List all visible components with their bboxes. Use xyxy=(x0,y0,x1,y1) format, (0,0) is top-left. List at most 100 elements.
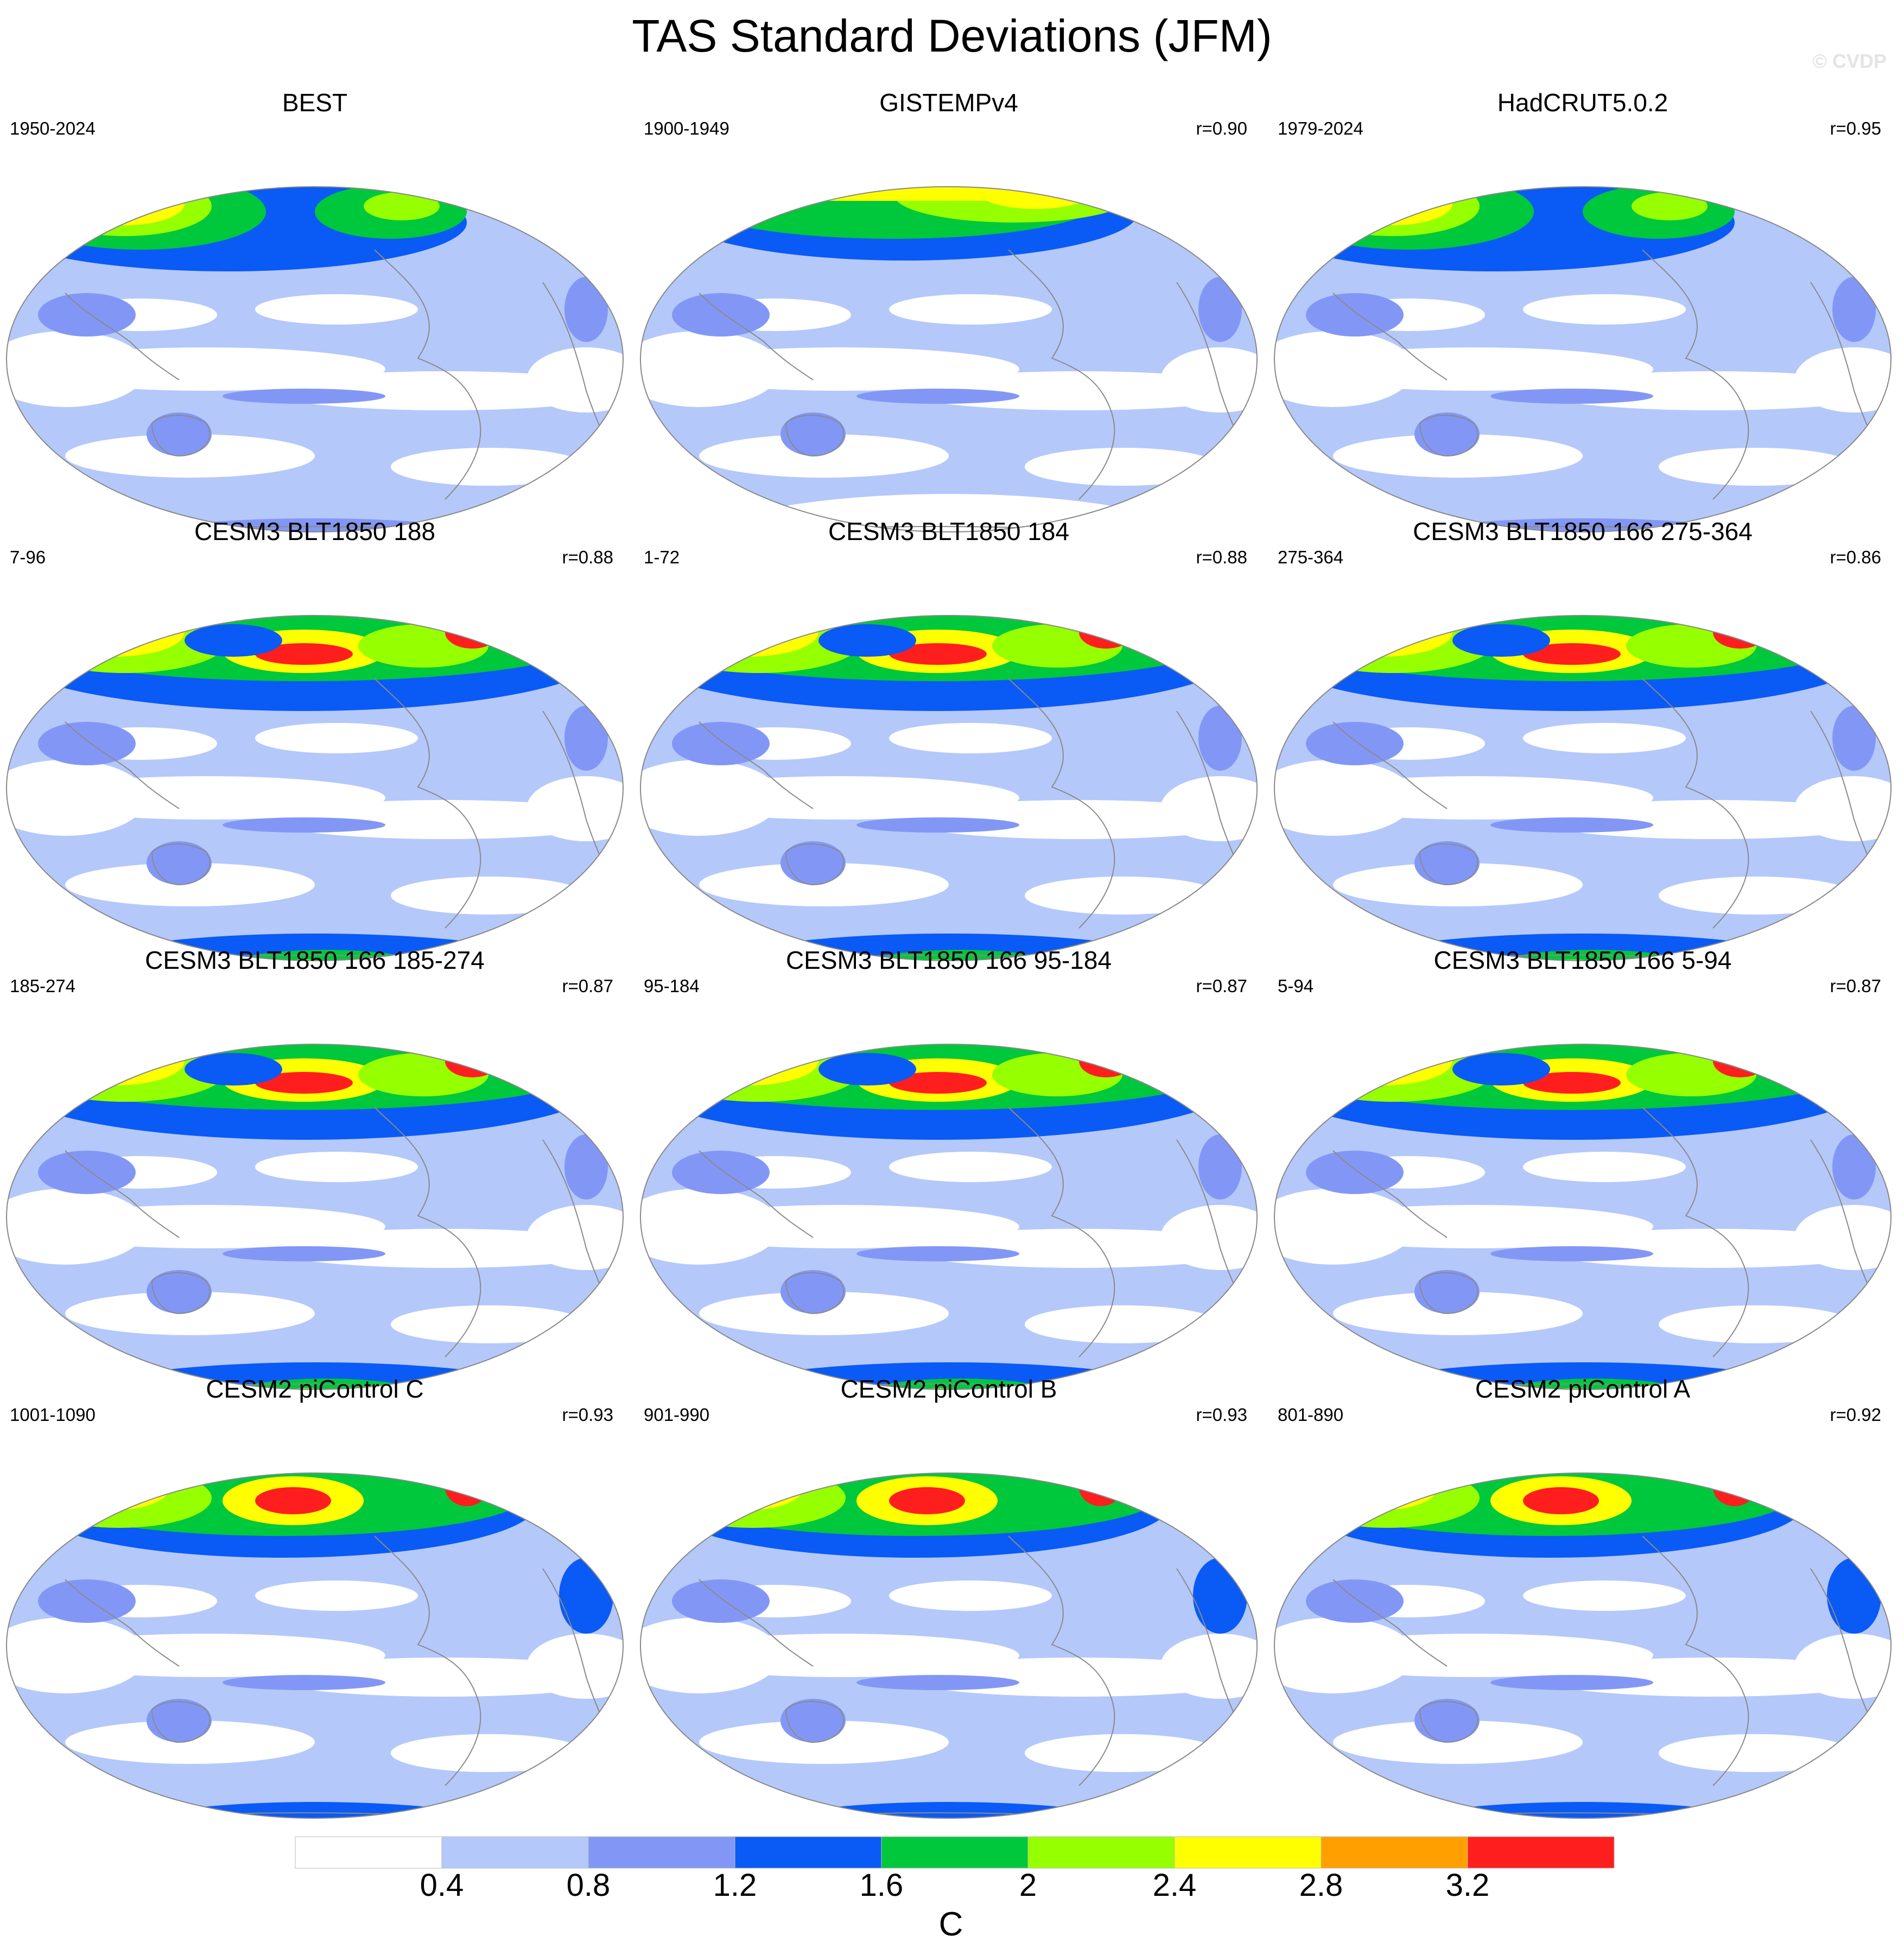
band-indian xyxy=(1274,331,1414,407)
coastline-antarctica xyxy=(43,1383,587,1389)
bering-red xyxy=(1523,1072,1621,1094)
bering-red xyxy=(1523,643,1621,665)
arctic-blue xyxy=(185,1053,282,1086)
patch-asia xyxy=(38,722,136,765)
band-indian xyxy=(640,1617,780,1693)
colorbar-cell xyxy=(734,1836,882,1869)
coastline-americas xyxy=(374,678,481,929)
coastline-americas xyxy=(374,1535,481,1786)
map-panel: CESM2 piControl B 901-990 r=0.93 xyxy=(634,1373,1264,1824)
patch-north-atlantic xyxy=(564,277,608,342)
colorbar-tick-label: 1.6 xyxy=(859,1868,904,1903)
panel-correlation: r=0.86 xyxy=(1830,547,1882,567)
coastline-americas xyxy=(1008,1535,1115,1786)
map xyxy=(6,1044,624,1390)
map-panel: CESM3 BLT1850 166 185-274 185-274 r=0.87 xyxy=(0,944,630,1395)
patch-asia xyxy=(1306,293,1404,337)
patch-australia xyxy=(147,1270,212,1313)
patch-asia xyxy=(38,1151,136,1194)
coastline-americas xyxy=(1642,678,1749,929)
band-north-pacific xyxy=(889,294,1052,325)
arctic-blue xyxy=(185,624,282,657)
map xyxy=(6,186,624,532)
patch-north-atlantic xyxy=(1832,1134,1876,1199)
band-north-pacific xyxy=(1523,723,1686,753)
band-southern-ocean-west xyxy=(1333,434,1583,478)
patch-asia xyxy=(1306,722,1404,765)
patch-asia xyxy=(38,293,136,337)
coastline-americas xyxy=(374,1107,481,1357)
panel-correlation: r=0.95 xyxy=(1830,118,1882,138)
map-outline xyxy=(640,1472,1258,1819)
band-southern-ocean-east xyxy=(1025,1734,1220,1772)
map-outline xyxy=(6,186,624,532)
patch-asia xyxy=(672,722,770,765)
colorbar-cell xyxy=(881,1836,1029,1869)
panel-period: 1979-2024 xyxy=(1278,118,1363,138)
map-panel: BEST 1950-2024 xyxy=(0,87,630,537)
coastline-antarctica xyxy=(677,1383,1221,1389)
panel-period: 1-72 xyxy=(644,547,680,567)
coastline-americas xyxy=(1642,1107,1749,1357)
map-panel: GISTEMPv4 1900-1949 r=0.90 xyxy=(634,87,1264,537)
coastline-asia xyxy=(699,1150,814,1238)
panel-period: 1950-2024 xyxy=(10,118,96,138)
panel-title: CESM3 BLT1850 184 xyxy=(828,517,1070,545)
colorbar-tick-label: 1.2 xyxy=(713,1868,757,1903)
panel-period: 5-94 xyxy=(1278,976,1314,996)
arctic-blue xyxy=(1452,1053,1550,1086)
coastline-asia xyxy=(699,293,814,380)
patch-enso xyxy=(1490,389,1653,404)
patch-asia xyxy=(38,1579,136,1623)
bering-red xyxy=(889,643,987,665)
band-southern-ocean-west xyxy=(65,1292,315,1335)
patch-australia xyxy=(780,1699,846,1742)
colorbar-tick-label: 3.2 xyxy=(1445,1868,1490,1903)
panel-title: CESM2 piControl A xyxy=(1475,1375,1691,1403)
map-outline xyxy=(6,1044,624,1390)
band-southern-ocean-west xyxy=(699,1721,949,1764)
map-panel: CESM3 BLT1850 188 7-96 r=0.88 xyxy=(0,516,630,966)
patch-enso xyxy=(856,1246,1019,1261)
panel-correlation: r=0.88 xyxy=(1196,547,1248,567)
patch-north-atlantic xyxy=(1198,1134,1242,1199)
panel-correlation: r=0.88 xyxy=(562,547,614,567)
band-southern-ocean-east xyxy=(1659,1734,1854,1772)
coastline-antarctica xyxy=(677,526,1221,532)
coastline-asia xyxy=(1332,1579,1448,1667)
band-indian xyxy=(640,760,780,836)
panel-period: 1900-1949 xyxy=(644,118,729,138)
patch-enso xyxy=(223,1675,385,1690)
map-panel: CESM2 piControl C 1001-1090 r=0.93 xyxy=(0,1373,630,1824)
patch-enso xyxy=(1490,817,1653,833)
patch-north-atlantic xyxy=(1832,706,1876,771)
map-outline xyxy=(640,615,1258,961)
bering-red xyxy=(889,1072,987,1094)
alaska-red xyxy=(889,1487,965,1514)
band-southern-ocean-west xyxy=(1333,1721,1583,1764)
band-southern-ocean-east xyxy=(1659,877,1854,915)
patch-enso xyxy=(1490,1675,1653,1690)
map xyxy=(640,186,1258,532)
panel-title: BEST xyxy=(282,88,348,117)
coastline-australia xyxy=(151,415,211,457)
patch-enso xyxy=(856,1675,1019,1690)
coastline-australia xyxy=(785,1701,845,1743)
map xyxy=(1274,1472,1892,1819)
band-north-pacific xyxy=(255,723,418,753)
patch-australia xyxy=(147,1699,212,1742)
coastline-australia xyxy=(785,415,845,457)
patch-australia xyxy=(780,841,846,885)
panel-correlation: r=0.92 xyxy=(1830,1405,1882,1425)
patch-enso xyxy=(856,389,1019,404)
panel-period: 95-184 xyxy=(644,976,700,996)
colorbar-tick-label: 2 xyxy=(1019,1868,1037,1903)
map xyxy=(640,615,1258,961)
panel-correlation: r=0.87 xyxy=(562,976,614,996)
band-southern-ocean-east xyxy=(391,448,586,486)
band-indian xyxy=(7,1617,147,1693)
panel-period: 275-364 xyxy=(1278,547,1344,567)
canada-lime xyxy=(1632,192,1708,220)
map-outline xyxy=(640,1044,1258,1390)
